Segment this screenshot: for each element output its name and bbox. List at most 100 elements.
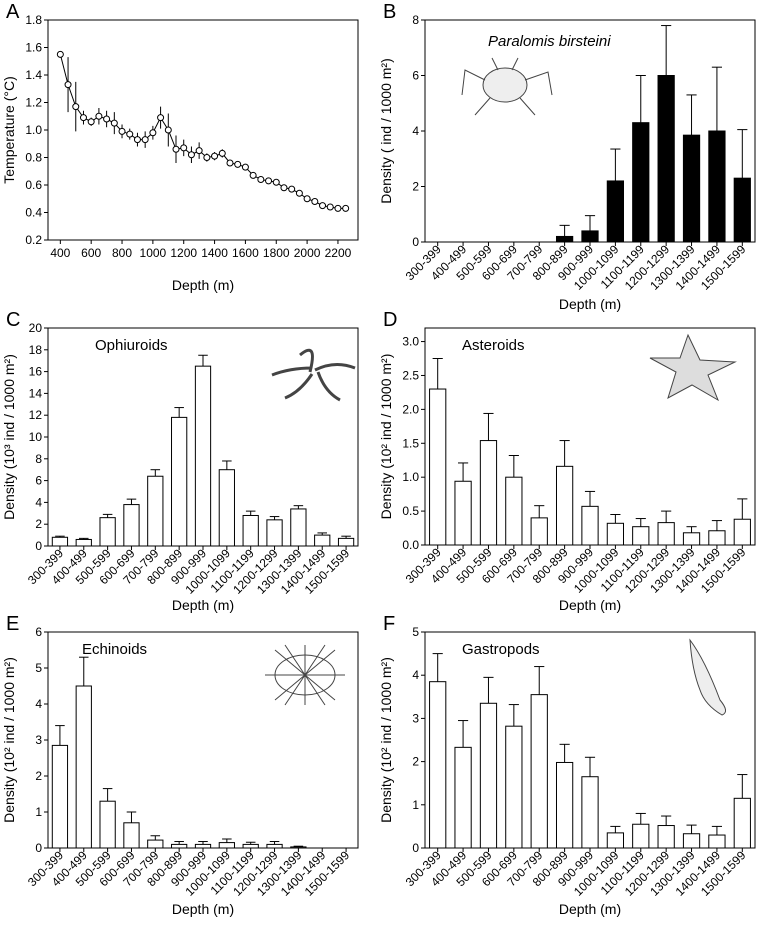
bar — [266, 843, 283, 849]
bar — [606, 180, 625, 243]
y-tick-label: 0.0 — [402, 538, 419, 552]
bar — [99, 517, 116, 547]
icons — [265, 57, 737, 716]
bar — [555, 761, 574, 849]
bar — [657, 825, 675, 849]
bar — [657, 75, 675, 243]
crab-icon — [482, 67, 528, 103]
bar — [632, 122, 650, 243]
line — [59, 54, 346, 209]
bar — [171, 843, 188, 849]
point — [342, 204, 350, 212]
y-tick-label: 0.5 — [402, 504, 419, 518]
bar — [479, 440, 498, 546]
y-tick-label: 1.5 — [402, 436, 419, 450]
y-tick-label: 12 — [29, 408, 43, 422]
bar — [123, 504, 140, 547]
panel-label: F — [383, 613, 395, 635]
y-tick-label: 3.0 — [402, 335, 419, 349]
bar — [555, 235, 574, 243]
bar — [505, 476, 523, 546]
ophiuroid-icon — [271, 348, 356, 402]
x-axis-label: Depth (m) — [559, 296, 621, 312]
bar — [606, 522, 625, 546]
bar — [51, 536, 69, 547]
y-tick-label: 6 — [35, 474, 42, 488]
bar — [99, 800, 116, 849]
y-tick-label: 2.0 — [402, 402, 419, 416]
panel-title: Paralomis birsteini — [488, 33, 611, 50]
point — [172, 145, 180, 153]
bar — [218, 842, 235, 849]
x-tick-label: 1000 — [140, 246, 167, 260]
y-axis-label: Density (10³ ind / 1000 m²) — [1, 354, 17, 520]
panel-label: C — [6, 309, 20, 331]
y-tick-label: 0 — [412, 841, 419, 855]
bar — [218, 469, 235, 547]
y-tick-label: 10 — [29, 430, 43, 444]
point — [103, 115, 111, 123]
y-tick-label: 0.2 — [25, 233, 42, 247]
point — [280, 184, 288, 192]
bar — [632, 526, 650, 546]
panel-title: Ophiuroids — [95, 337, 168, 354]
point — [218, 149, 226, 157]
bar — [194, 843, 212, 849]
bar — [530, 517, 548, 546]
y-axis-label: Density (10² ind / 1000 m²) — [378, 657, 394, 823]
y-tick-label: 16 — [29, 365, 43, 379]
y-tick-label: 18 — [29, 343, 43, 357]
bar — [75, 538, 92, 547]
point — [319, 202, 327, 210]
y-tick-label: 2 — [35, 769, 42, 783]
y-axis-label: Density (10² ind / 1000 m²) — [378, 354, 394, 520]
point — [95, 112, 103, 120]
bar — [682, 134, 701, 243]
x-tick-label: 1600 — [232, 246, 259, 260]
bar — [290, 508, 307, 547]
point — [272, 178, 280, 186]
y-tick-label: 20 — [29, 321, 43, 335]
point — [64, 81, 72, 89]
point — [326, 203, 334, 211]
bar — [733, 177, 751, 243]
point — [265, 177, 273, 185]
point — [149, 129, 157, 137]
point — [157, 114, 165, 122]
bar — [708, 530, 726, 546]
plot-frame — [47, 19, 359, 241]
point — [257, 176, 265, 183]
y-tick-label: 5 — [412, 625, 419, 639]
y-tick-label: 1.8 — [25, 13, 42, 27]
point — [72, 103, 80, 111]
y-tick-label: 0.4 — [25, 206, 42, 220]
bar — [171, 416, 188, 547]
bar — [530, 694, 548, 849]
point — [295, 189, 303, 197]
bar — [479, 702, 498, 849]
y-tick-label: 2 — [412, 755, 419, 769]
y-axis-label: Temperature (°C) — [1, 76, 17, 184]
x-tick-label: 2000 — [294, 246, 321, 260]
point — [87, 118, 95, 126]
y-tick-label: 0 — [35, 539, 42, 553]
y-tick-label: 3 — [412, 711, 419, 725]
bar — [657, 522, 675, 546]
y-tick-label: 5 — [35, 661, 42, 675]
bar — [194, 365, 212, 547]
bar — [429, 681, 447, 849]
bar — [606, 832, 625, 849]
y-tick-label: 1 — [35, 805, 42, 819]
y-tick-label: 4 — [412, 668, 419, 682]
point — [133, 136, 141, 144]
point — [110, 119, 118, 127]
point — [79, 114, 87, 122]
y-tick-label: 1.2 — [25, 96, 42, 110]
y-tick-label: 0.6 — [25, 178, 42, 192]
bar — [314, 534, 331, 547]
bar — [708, 130, 726, 243]
x-tick-label: 400 — [50, 246, 70, 260]
bar — [682, 833, 701, 849]
x-tick-label: 1800 — [263, 246, 290, 260]
